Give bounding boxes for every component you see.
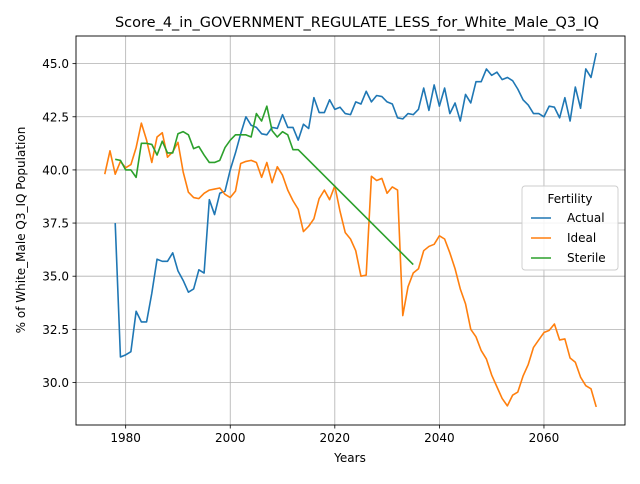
legend-title: Fertility xyxy=(547,192,592,206)
legend-label-sterile: Sterile xyxy=(567,251,606,265)
x-axis-label: Years xyxy=(333,451,366,465)
axis-ticks: 1980 2000 2020 2040 2060 30.0 32.5 35.0 37.5 40.0… xyxy=(42,57,559,445)
y-tick-label: 32.5 xyxy=(42,323,69,337)
x-tick-label: 2040 xyxy=(424,431,455,445)
legend: Fertility Actual Ideal Sterile xyxy=(521,185,619,271)
y-tick-label: 35.0 xyxy=(42,270,69,284)
grid xyxy=(76,36,625,425)
y-tick-label: 42.5 xyxy=(42,110,69,124)
y-tick-label: 30.0 xyxy=(42,376,69,390)
legend-label-actual: Actual xyxy=(567,211,605,225)
series-line-ideal xyxy=(103,122,598,408)
plot-area-frame xyxy=(75,35,626,426)
series-line-sterile xyxy=(115,105,414,266)
series-line-actual xyxy=(114,52,598,358)
y-tick-label: 37.5 xyxy=(42,217,69,231)
y-tick-label: 45.0 xyxy=(42,57,69,71)
legend-box xyxy=(521,185,619,271)
chart-title: Score_4_in_GOVERNMENT_REGULATE_LESS_for_… xyxy=(115,15,599,31)
x-tick-label: 2020 xyxy=(320,431,351,445)
y-tick-label: 40.0 xyxy=(42,163,69,177)
x-tick-label: 2060 xyxy=(529,431,560,445)
x-tick-label: 1980 xyxy=(110,431,141,445)
x-tick-label: 2000 xyxy=(215,431,246,445)
legend-label-ideal: Ideal xyxy=(567,231,596,245)
y-axis-label: % of White_Male Q3_IQ Population xyxy=(14,127,28,334)
series-lines xyxy=(103,52,598,408)
